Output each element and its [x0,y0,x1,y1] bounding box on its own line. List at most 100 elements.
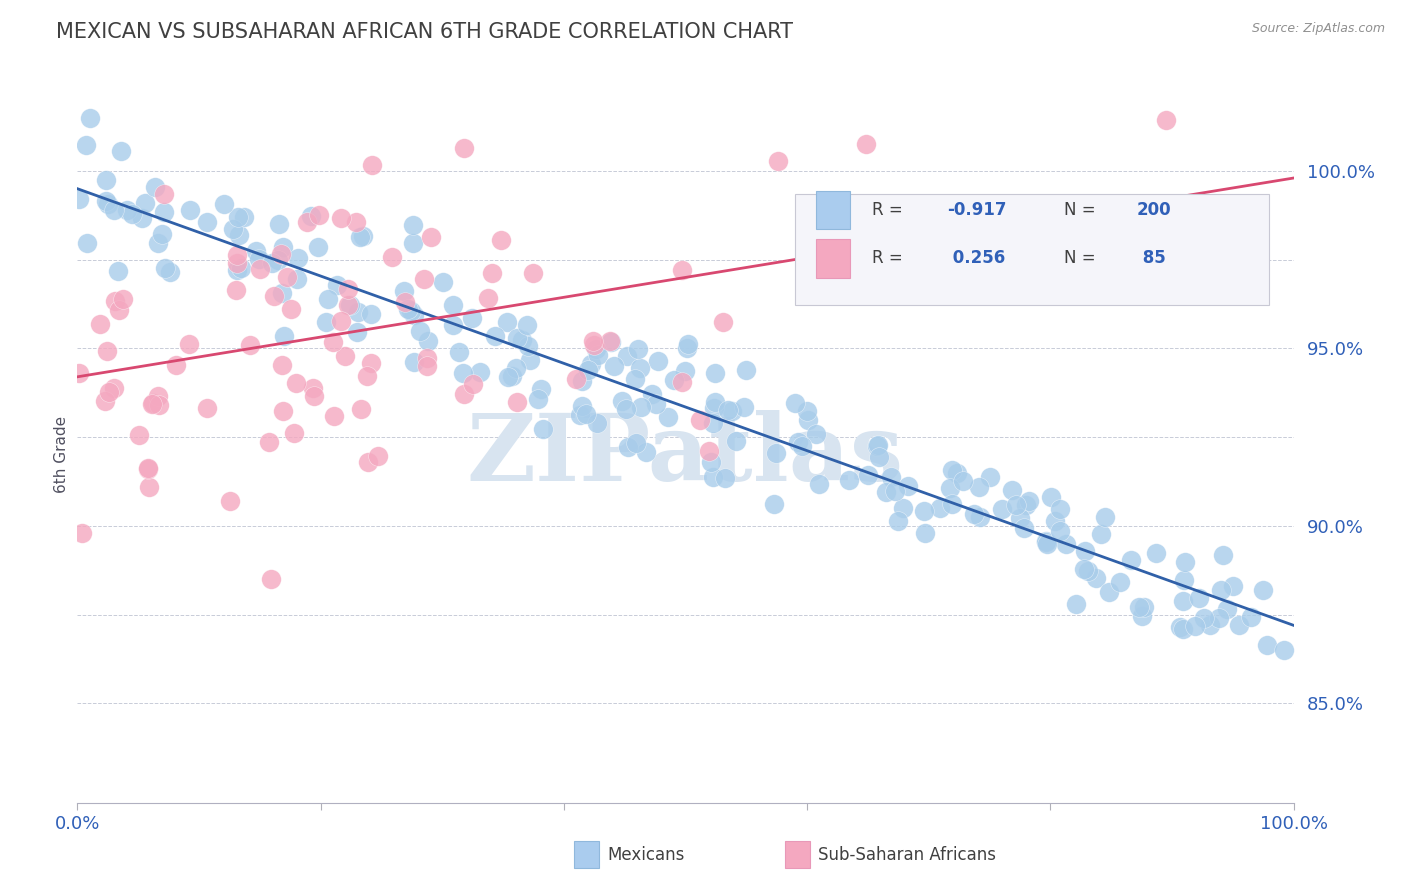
Point [628,360,651,375]
Point [963,507,986,521]
Point [855,137,877,152]
Point [946,467,969,481]
Point [323,409,346,423]
Point [262,256,284,270]
Text: R =: R = [872,250,903,268]
Point [568,408,591,422]
Point [136,461,159,475]
Text: ZIPatlas: ZIPatlas [467,410,904,500]
Point [287,251,309,265]
Point [582,338,605,352]
Point [326,277,349,292]
Point [143,179,166,194]
Point [614,402,637,417]
Text: N =: N = [1064,201,1095,219]
Point [96,343,118,358]
Point [1168,620,1191,634]
Point [787,434,810,449]
Point [647,353,669,368]
Point [270,247,292,261]
Point [134,196,156,211]
Point [599,334,621,349]
Point [97,196,120,211]
Point [856,468,879,483]
Point [1108,574,1130,589]
Point [1039,490,1062,504]
Point [346,305,368,319]
Point [138,479,160,493]
Point [1146,545,1168,559]
Point [969,509,991,524]
Point [419,230,441,244]
Point [675,341,697,355]
Point [717,402,740,417]
Point [302,381,325,395]
Point [491,233,513,247]
Point [111,293,134,307]
Point [785,396,807,410]
Point [402,308,425,322]
Text: N =: N = [1064,250,1095,268]
Point [1174,555,1197,569]
Point [195,215,218,229]
Point [461,377,484,392]
Point [893,500,915,515]
Point [506,331,529,345]
Point [97,385,120,400]
Point [704,366,727,380]
Point [336,298,359,312]
Text: 200: 200 [1136,201,1171,219]
Point [617,441,640,455]
Point [396,301,419,316]
Point [689,413,711,427]
Point [392,284,415,298]
Point [470,365,492,379]
Point [585,416,607,430]
Point [96,173,118,187]
Point [645,397,668,411]
Point [733,400,755,414]
Point [70,526,93,541]
Point [884,483,907,498]
Point [914,525,936,540]
Point [516,318,538,333]
Point [703,401,725,415]
Point [273,404,295,418]
Text: 85: 85 [1136,250,1166,268]
Point [866,439,889,453]
Text: Source: ZipAtlas.com: Source: ZipAtlas.com [1251,22,1385,36]
Point [952,474,974,488]
Point [153,260,176,275]
Point [1064,597,1087,611]
Point [93,394,115,409]
Point [1035,535,1057,549]
Point [1256,639,1278,653]
Point [1098,585,1121,599]
Point [103,382,125,396]
Point [894,252,917,266]
Point [657,410,679,425]
FancyBboxPatch shape [794,194,1270,305]
Point [991,501,1014,516]
Point [735,363,758,377]
Point [141,397,163,411]
Point [765,446,787,460]
Point [531,422,554,436]
Point [195,401,218,416]
Text: -0.917: -0.917 [946,201,1007,219]
Point [225,248,247,262]
Point [796,404,818,418]
Point [579,357,602,371]
Point [150,227,173,241]
Point [671,375,693,389]
Point [1198,618,1220,632]
Point [402,218,425,232]
Point [1227,617,1250,632]
Point [107,264,129,278]
Point [724,434,747,449]
Point [941,497,963,511]
Point [565,372,588,386]
Point [1154,113,1177,128]
Point [110,144,132,158]
Point [697,443,720,458]
